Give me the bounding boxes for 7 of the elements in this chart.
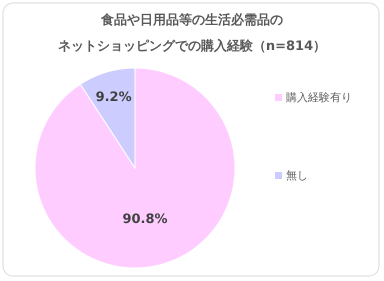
legend-label: 購入経験有り [286, 91, 352, 104]
legend-label: 無し [286, 169, 308, 182]
data-label: 90.8% [122, 212, 168, 227]
chart-subtitle: ネットショッピングでの購入経験（n=814） [58, 38, 326, 54]
pie-slice [34, 68, 236, 268]
chart-title: 食品や日用品等の生活必需品の [100, 12, 283, 28]
data-label: 9.2% [96, 90, 132, 106]
